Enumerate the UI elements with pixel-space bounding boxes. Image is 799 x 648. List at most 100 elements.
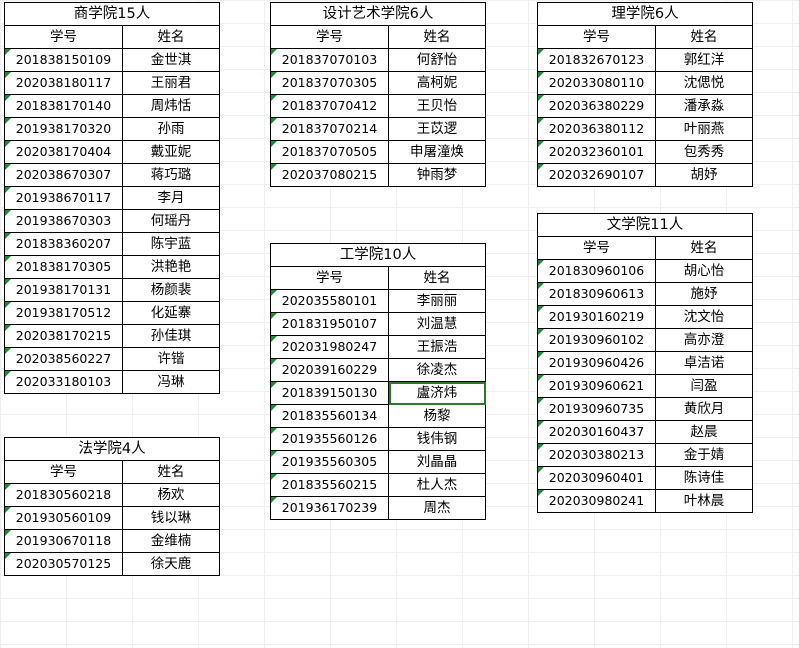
student-id-cell[interactable]: 202030380213 <box>537 443 656 467</box>
table-row[interactable]: 202032360101 包秀秀 <box>537 140 753 164</box>
table-row[interactable]: 201830960106 胡心怡 <box>537 259 753 283</box>
student-id-cell[interactable]: 202030980241 <box>537 489 656 513</box>
student-name-cell[interactable]: 包秀秀 <box>655 140 753 164</box>
table-row[interactable]: 201930560109 钱以琳 <box>4 506 220 530</box>
table-row[interactable]: 201831950107 刘温慧 <box>270 312 486 336</box>
table-row[interactable]: 201837070305 高柯妮 <box>270 71 486 95</box>
student-name-cell[interactable]: 沈偲悦 <box>655 71 753 95</box>
student-name-cell[interactable]: 陈诗佳 <box>655 466 753 490</box>
table-row[interactable]: 201837070103 何舒怡 <box>270 48 486 72</box>
student-name-cell[interactable]: 李丽丽 <box>388 289 486 313</box>
student-id-cell[interactable]: 201830960613 <box>537 282 656 306</box>
student-name-cell[interactable]: 潘承淼 <box>655 94 753 118</box>
table-row[interactable]: 202038170215 孙佳琪 <box>4 324 220 348</box>
student-name-cell[interactable]: 赵晨 <box>655 420 753 444</box>
student-name-cell[interactable]: 陈宇蓝 <box>122 232 220 256</box>
student-id-cell[interactable]: 201831950107 <box>270 312 389 336</box>
table-row[interactable]: 202036380229 潘承淼 <box>537 94 753 118</box>
table-row[interactable]: 201837070505 申屠潼焕 <box>270 140 486 164</box>
student-name-cell[interactable]: 刘晶晶 <box>388 450 486 474</box>
student-id-cell[interactable]: 202038170215 <box>4 324 123 348</box>
student-name-cell[interactable]: 叶丽燕 <box>655 117 753 141</box>
table-row[interactable]: 201830960613 施妤 <box>537 282 753 306</box>
student-name-cell[interactable]: 周炜恬 <box>122 94 220 118</box>
table-row[interactable]: 201830560218 杨欢 <box>4 483 220 507</box>
student-name-cell[interactable]: 杜人杰 <box>388 473 486 497</box>
table-row[interactable]: 201935560126 钱伟钢 <box>270 427 486 451</box>
student-name-cell[interactable]: 钱以琳 <box>122 506 220 530</box>
table-row[interactable]: 201835560215 杜人杰 <box>270 473 486 497</box>
table-row[interactable]: 201930960102 高亦澄 <box>537 328 753 352</box>
table-row[interactable]: 202030380213 金于婧 <box>537 443 753 467</box>
student-name-cell[interactable]: 王丽君 <box>122 71 220 95</box>
student-name-cell[interactable]: 杨欢 <box>122 483 220 507</box>
table-row[interactable]: 202030570125 徐天鹿 <box>4 552 220 576</box>
student-id-cell[interactable]: 201938170131 <box>4 278 123 302</box>
table-row[interactable]: 201930960621 闫盈 <box>537 374 753 398</box>
student-id-cell[interactable]: 201839150130 <box>270 381 389 405</box>
table-row[interactable]: 202033180103 冯琳 <box>4 370 220 394</box>
student-id-cell[interactable]: 201930560109 <box>4 506 123 530</box>
table-row[interactable]: 202038180117 王丽君 <box>4 71 220 95</box>
student-id-cell[interactable]: 202036380229 <box>537 94 656 118</box>
student-id-cell[interactable]: 201830960106 <box>537 259 656 283</box>
table-row[interactable]: 202035580101 李丽丽 <box>270 289 486 313</box>
student-id-cell[interactable]: 201935560305 <box>270 450 389 474</box>
student-name-cell[interactable]: 徐天鹿 <box>122 552 220 576</box>
student-id-cell[interactable]: 201930160219 <box>537 305 656 329</box>
student-name-cell[interactable]: 李月 <box>122 186 220 210</box>
student-name-cell[interactable]: 金世淇 <box>122 48 220 72</box>
table-row[interactable]: 201938670117 李月 <box>4 186 220 210</box>
student-id-cell[interactable]: 201930960426 <box>537 351 656 375</box>
table-row[interactable]: 201938670303 何瑶丹 <box>4 209 220 233</box>
table-row[interactable]: 202038170404 戴亚妮 <box>4 140 220 164</box>
table-row[interactable]: 201838170305 洪艳艳 <box>4 255 220 279</box>
student-id-cell[interactable]: 201930960102 <box>537 328 656 352</box>
student-id-cell[interactable]: 201837070305 <box>270 71 389 95</box>
student-name-cell[interactable]: 黄欣月 <box>655 397 753 421</box>
table-row[interactable]: 201837070412 王贝怡 <box>270 94 486 118</box>
student-name-cell[interactable]: 王贝怡 <box>388 94 486 118</box>
student-id-cell[interactable]: 201938170320 <box>4 117 123 141</box>
student-name-cell[interactable]: 金维楠 <box>122 529 220 553</box>
student-name-cell[interactable]: 周杰 <box>388 496 486 520</box>
student-name-cell[interactable]: 施妤 <box>655 282 753 306</box>
student-id-cell[interactable]: 201837070412 <box>270 94 389 118</box>
table-row[interactable]: 201838360207 陈宇蓝 <box>4 232 220 256</box>
table-row[interactable]: 202031980247 王振浩 <box>270 335 486 359</box>
table-row[interactable]: 201930670118 金维楠 <box>4 529 220 553</box>
student-id-cell[interactable]: 202032360101 <box>537 140 656 164</box>
student-name-cell[interactable]: 高亦澄 <box>655 328 753 352</box>
table-row[interactable]: 202038670307 蒋巧璐 <box>4 163 220 187</box>
student-id-cell[interactable]: 202031980247 <box>270 335 389 359</box>
student-id-cell[interactable]: 202033080110 <box>537 71 656 95</box>
student-name-cell[interactable]: 王振浩 <box>388 335 486 359</box>
table-row[interactable]: 201930960735 黄欣月 <box>537 397 753 421</box>
student-name-cell[interactable]: 刘温慧 <box>388 312 486 336</box>
student-name-cell[interactable]: 胡妤 <box>655 163 753 187</box>
student-id-cell[interactable]: 202030570125 <box>4 552 123 576</box>
student-id-cell[interactable]: 201835560215 <box>270 473 389 497</box>
student-id-cell[interactable]: 202038180117 <box>4 71 123 95</box>
student-id-cell[interactable]: 201837070505 <box>270 140 389 164</box>
student-name-cell[interactable]: 许锴 <box>122 347 220 371</box>
student-id-cell[interactable]: 202030160437 <box>537 420 656 444</box>
table-row[interactable]: 201832670123 郭红洋 <box>537 48 753 72</box>
table-row[interactable]: 201839150130 盧济炜 <box>270 381 486 405</box>
student-name-cell[interactable]: 化延寨 <box>122 301 220 325</box>
table-row[interactable]: 201938170320 孙雨 <box>4 117 220 141</box>
student-name-cell[interactable]: 叶林晨 <box>655 489 753 513</box>
student-name-cell[interactable]: 何舒怡 <box>388 48 486 72</box>
table-row[interactable]: 201935560305 刘晶晶 <box>270 450 486 474</box>
student-id-cell[interactable]: 202035580101 <box>270 289 389 313</box>
student-name-cell[interactable]: 孙雨 <box>122 117 220 141</box>
student-id-cell[interactable]: 201837070214 <box>270 117 389 141</box>
table-row[interactable]: 202030160437 赵晨 <box>537 420 753 444</box>
student-name-cell[interactable]: 徐凌杰 <box>388 358 486 382</box>
student-name-cell[interactable]: 郭红洋 <box>655 48 753 72</box>
student-id-cell[interactable]: 202037080215 <box>270 163 389 187</box>
student-id-cell[interactable]: 201938670117 <box>4 186 123 210</box>
student-name-cell[interactable]: 闫盈 <box>655 374 753 398</box>
student-id-cell[interactable]: 202039160229 <box>270 358 389 382</box>
student-name-cell[interactable]: 何瑶丹 <box>122 209 220 233</box>
